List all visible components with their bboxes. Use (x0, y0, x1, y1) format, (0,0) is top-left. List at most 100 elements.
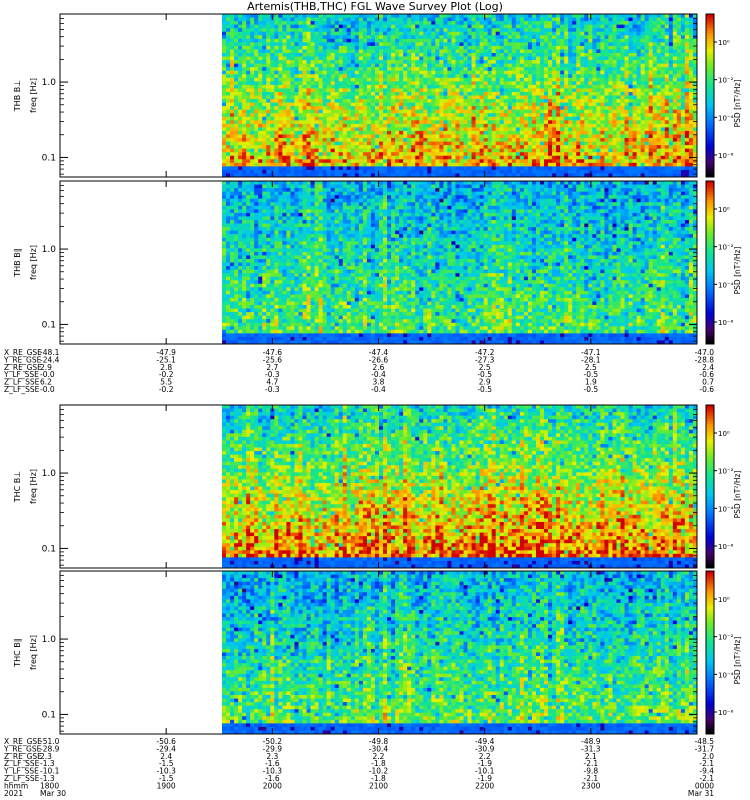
spec-cell (519, 152, 525, 157)
spec-cell (572, 106, 577, 111)
spec-cell (322, 116, 328, 121)
spec-cell (407, 173, 412, 177)
spec-cell (350, 74, 356, 79)
spec-cell (326, 159, 332, 164)
spec-cell (463, 49, 468, 54)
spec-cell (451, 141, 456, 146)
spec-cell (584, 159, 589, 164)
spec-cell (431, 141, 436, 146)
spec-cell (326, 60, 332, 65)
spec-cell (531, 52, 537, 57)
spec-cell (238, 35, 243, 40)
spec-cell (511, 21, 517, 26)
spec-cell (608, 21, 613, 26)
spec-cell (246, 134, 251, 139)
spec-cell (503, 84, 509, 89)
spec-cell (435, 159, 440, 164)
spec-cell (266, 42, 271, 47)
spec-cell (560, 35, 565, 40)
spec-cell (378, 21, 384, 26)
spec-cell (459, 56, 464, 61)
spec-cell (576, 162, 581, 167)
spec-cell (258, 14, 263, 18)
spec-cell (483, 102, 489, 107)
spec-cell (431, 81, 436, 86)
spec-cell (374, 138, 380, 142)
spec-cell (588, 81, 593, 86)
spec-cell (608, 70, 613, 75)
spec-cell (435, 38, 440, 43)
spec-cell (483, 130, 489, 135)
spec-cell (471, 38, 477, 43)
spec-cell (604, 67, 609, 72)
spec-cell (423, 74, 428, 79)
spec-cell (616, 56, 621, 61)
spec-cell (415, 169, 420, 174)
spec-cell (407, 141, 412, 146)
spec-cell (507, 106, 513, 111)
spec-cell (415, 166, 420, 171)
spec-cell (544, 35, 549, 40)
spec-cell (467, 77, 472, 82)
spec-cell (378, 45, 384, 50)
spec-cell (370, 45, 376, 50)
spec-cell (507, 17, 513, 22)
spec-cell (447, 148, 452, 153)
spec-cell (391, 145, 396, 150)
spec-cell (471, 169, 477, 174)
spec-cell (266, 113, 271, 118)
spec-cell (644, 152, 650, 157)
spec-cell (338, 109, 344, 114)
spec-cell (374, 63, 380, 68)
spec-cell (242, 14, 247, 18)
spec-cell (250, 113, 255, 118)
spec-cell (616, 52, 621, 57)
spec-cell (467, 169, 472, 174)
spec-cell (370, 109, 376, 114)
spec-cell (230, 45, 235, 50)
spec-cell (624, 91, 629, 96)
spec-cell (222, 67, 227, 72)
spec-cell (298, 67, 303, 72)
spec-cell (451, 106, 456, 111)
spec-cell (443, 141, 448, 146)
spec-cell (648, 81, 654, 86)
spec-cell (499, 116, 505, 121)
spec-cell (266, 45, 271, 50)
spec-cell (455, 130, 460, 135)
spec-cell (378, 155, 384, 160)
spec-cell (230, 52, 235, 57)
spec-cell (552, 138, 557, 142)
spec-cell (230, 127, 235, 132)
spec-cell (298, 123, 303, 128)
spec-cell (427, 91, 432, 96)
spec-cell (374, 169, 380, 174)
spec-cell (258, 116, 263, 121)
spec-cell (411, 145, 416, 150)
spec-cell (483, 152, 489, 157)
spec-cell (346, 155, 352, 160)
spec-cell (507, 52, 513, 57)
spec-cell (620, 166, 625, 171)
spec-cell (463, 67, 468, 72)
spec-cell (302, 116, 307, 121)
spec-cell (254, 95, 259, 100)
spec-cell (503, 99, 509, 103)
spec-cell (391, 21, 396, 26)
spec-cell (415, 74, 420, 79)
spec-cell (471, 52, 477, 57)
spec-cell (475, 84, 481, 89)
spec-cell (282, 31, 287, 36)
spec-cell (346, 88, 352, 93)
spec-cell (370, 88, 376, 93)
spec-cell (427, 49, 432, 54)
spec-cell (419, 81, 424, 86)
spec-cell (556, 116, 561, 121)
spec-cell (531, 102, 537, 107)
spec-cell (580, 28, 585, 33)
spec-cell (266, 14, 271, 18)
spec-cell (362, 95, 368, 100)
spec-cell (535, 127, 541, 132)
spec-cell (362, 99, 368, 103)
spec-cell (399, 70, 404, 75)
